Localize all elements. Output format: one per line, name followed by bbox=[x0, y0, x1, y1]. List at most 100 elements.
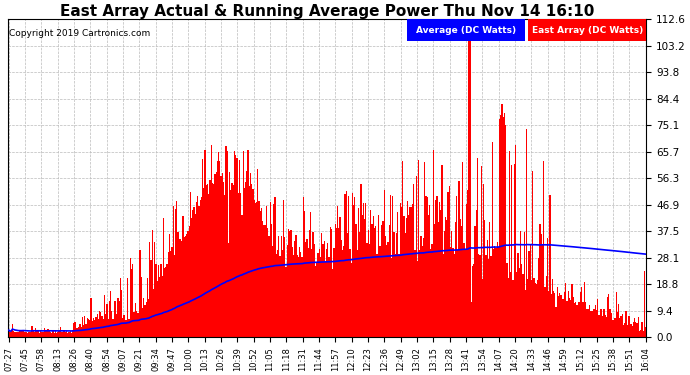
Bar bbox=[93, 318, 94, 337]
Bar bbox=[57, 332, 59, 337]
Bar bbox=[60, 327, 61, 337]
Bar bbox=[347, 233, 348, 337]
Bar bbox=[279, 256, 281, 337]
Bar bbox=[142, 308, 143, 337]
Bar bbox=[195, 214, 196, 337]
FancyBboxPatch shape bbox=[528, 19, 647, 41]
Bar bbox=[45, 330, 46, 337]
Bar bbox=[381, 225, 382, 337]
Bar bbox=[159, 278, 160, 337]
Bar bbox=[182, 216, 184, 337]
Bar bbox=[261, 207, 262, 337]
Bar bbox=[295, 235, 297, 337]
Bar bbox=[283, 200, 284, 337]
Bar bbox=[446, 220, 447, 337]
Bar bbox=[573, 297, 574, 337]
Bar bbox=[544, 287, 546, 337]
Bar bbox=[569, 298, 570, 337]
Bar bbox=[587, 309, 589, 337]
Bar bbox=[114, 301, 115, 337]
Bar bbox=[257, 169, 259, 337]
Bar bbox=[217, 161, 218, 337]
Bar bbox=[241, 215, 242, 337]
Bar bbox=[615, 292, 617, 337]
Bar bbox=[382, 221, 384, 337]
Bar bbox=[461, 226, 462, 337]
Bar bbox=[606, 317, 607, 337]
Bar bbox=[61, 332, 62, 337]
Bar bbox=[618, 304, 619, 337]
Bar bbox=[529, 251, 530, 337]
Text: East Array (DC Watts): East Array (DC Watts) bbox=[531, 26, 643, 35]
Bar bbox=[65, 332, 66, 337]
Bar bbox=[456, 196, 457, 337]
Bar bbox=[63, 330, 65, 337]
Bar bbox=[418, 160, 420, 337]
Bar bbox=[300, 252, 302, 337]
Bar bbox=[397, 212, 398, 337]
Bar bbox=[515, 145, 516, 337]
Bar bbox=[363, 203, 364, 337]
Bar bbox=[522, 274, 524, 337]
Bar bbox=[608, 294, 609, 337]
Bar bbox=[536, 284, 537, 337]
Bar bbox=[554, 293, 555, 337]
Bar bbox=[287, 245, 288, 337]
Bar bbox=[524, 232, 525, 337]
Bar bbox=[368, 230, 369, 337]
Bar bbox=[240, 193, 241, 337]
Bar bbox=[444, 231, 445, 337]
Bar bbox=[84, 316, 86, 337]
Bar bbox=[625, 311, 627, 337]
Bar bbox=[8, 330, 10, 337]
Bar bbox=[571, 284, 573, 337]
Bar bbox=[122, 318, 124, 337]
Bar bbox=[505, 125, 506, 337]
Bar bbox=[199, 200, 201, 337]
Bar bbox=[131, 269, 132, 337]
Bar bbox=[320, 256, 321, 337]
Bar bbox=[294, 242, 295, 337]
Bar bbox=[310, 212, 311, 337]
Bar bbox=[343, 246, 344, 337]
Bar bbox=[600, 309, 601, 337]
Bar bbox=[230, 190, 231, 337]
Bar bbox=[270, 224, 272, 337]
Bar bbox=[328, 257, 330, 337]
Bar bbox=[543, 161, 544, 337]
Bar bbox=[237, 193, 239, 337]
Bar bbox=[604, 315, 606, 337]
Bar bbox=[149, 242, 150, 337]
Bar bbox=[325, 262, 326, 337]
Bar bbox=[579, 302, 580, 337]
Bar bbox=[549, 195, 551, 337]
Bar bbox=[67, 333, 68, 337]
Bar bbox=[412, 204, 413, 337]
Bar bbox=[385, 236, 386, 337]
Bar bbox=[531, 280, 532, 337]
Bar bbox=[46, 331, 48, 337]
Bar bbox=[580, 292, 581, 337]
Bar bbox=[364, 219, 365, 337]
Bar bbox=[402, 161, 403, 337]
Bar bbox=[292, 247, 293, 337]
Bar bbox=[166, 264, 168, 337]
Bar bbox=[488, 259, 489, 337]
Bar bbox=[97, 314, 98, 337]
Bar bbox=[609, 309, 611, 337]
Bar bbox=[478, 254, 480, 337]
Bar bbox=[68, 332, 70, 337]
Bar bbox=[143, 298, 144, 337]
Bar bbox=[342, 251, 343, 337]
Title: East Array Actual & Running Average Power Thu Nov 14 16:10: East Array Actual & Running Average Powe… bbox=[60, 4, 594, 19]
Bar bbox=[284, 237, 286, 337]
Bar bbox=[95, 317, 97, 337]
Bar bbox=[299, 247, 300, 337]
Bar bbox=[331, 229, 332, 337]
Bar bbox=[86, 324, 87, 337]
Bar bbox=[638, 317, 639, 337]
Bar bbox=[28, 332, 29, 337]
Bar bbox=[30, 332, 32, 337]
Bar bbox=[428, 215, 429, 337]
Bar bbox=[106, 304, 108, 337]
